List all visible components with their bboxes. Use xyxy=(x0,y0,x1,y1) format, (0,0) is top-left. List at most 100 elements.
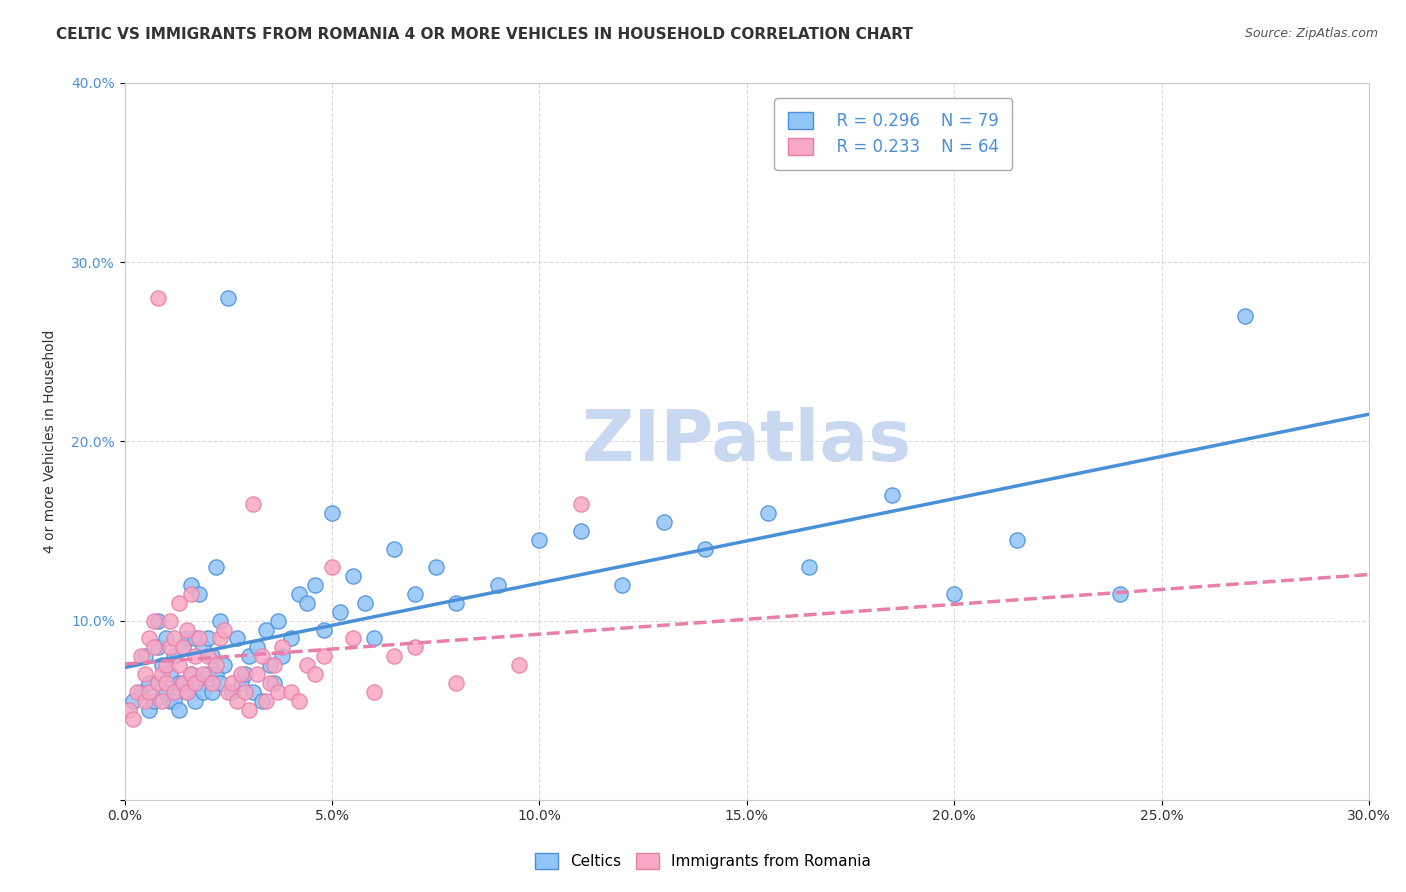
Point xyxy=(217,685,239,699)
Point xyxy=(342,568,364,582)
Point xyxy=(205,658,228,673)
Point xyxy=(129,685,152,699)
Point xyxy=(271,649,294,664)
Legend:   R = 0.296    N = 79,   R = 0.233    N = 64: R = 0.296 N = 79, R = 0.233 N = 64 xyxy=(775,98,1012,169)
Point xyxy=(163,632,186,646)
Point xyxy=(159,640,181,655)
Point xyxy=(163,694,186,708)
Point xyxy=(167,703,190,717)
Point xyxy=(404,640,426,655)
Point xyxy=(208,632,231,646)
Point xyxy=(238,703,260,717)
Point xyxy=(321,559,343,574)
Point xyxy=(122,694,145,708)
Point xyxy=(197,649,219,664)
Text: CELTIC VS IMMIGRANTS FROM ROMANIA 4 OR MORE VEHICLES IN HOUSEHOLD CORRELATION CH: CELTIC VS IMMIGRANTS FROM ROMANIA 4 OR M… xyxy=(56,27,912,42)
Point xyxy=(1109,587,1132,601)
Point xyxy=(288,694,311,708)
Point xyxy=(188,632,211,646)
Point xyxy=(150,658,173,673)
Point xyxy=(363,632,385,646)
Point xyxy=(163,649,186,664)
Point xyxy=(184,632,207,646)
Point xyxy=(304,578,326,592)
Point xyxy=(167,658,190,673)
Point xyxy=(221,676,243,690)
Point xyxy=(382,541,405,556)
Point xyxy=(155,632,177,646)
Point xyxy=(295,658,318,673)
Point xyxy=(404,587,426,601)
Point xyxy=(254,623,277,637)
Point xyxy=(242,685,264,699)
Point xyxy=(212,623,235,637)
Point xyxy=(446,596,468,610)
Point xyxy=(486,578,509,592)
Point xyxy=(425,559,447,574)
Point xyxy=(217,291,239,305)
Point xyxy=(267,685,290,699)
Point xyxy=(312,649,335,664)
Point xyxy=(150,694,173,708)
Point xyxy=(242,497,264,511)
Point xyxy=(569,497,592,511)
Text: Source: ZipAtlas.com: Source: ZipAtlas.com xyxy=(1244,27,1378,40)
Point xyxy=(129,649,152,664)
Point xyxy=(138,632,160,646)
Point xyxy=(134,667,156,681)
Point xyxy=(180,667,202,681)
Point xyxy=(146,291,169,305)
Point xyxy=(233,667,256,681)
Text: ZIPatlas: ZIPatlas xyxy=(582,407,912,475)
Point xyxy=(756,506,779,520)
Point xyxy=(172,676,194,690)
Point xyxy=(250,649,273,664)
Legend: Celtics, Immigrants from Romania: Celtics, Immigrants from Romania xyxy=(529,847,877,875)
Point xyxy=(263,658,285,673)
Point xyxy=(208,614,231,628)
Point xyxy=(188,676,211,690)
Point xyxy=(342,632,364,646)
Y-axis label: 4 or more Vehicles in Household: 4 or more Vehicles in Household xyxy=(44,330,58,553)
Point xyxy=(172,640,194,655)
Point xyxy=(167,596,190,610)
Point xyxy=(155,676,177,690)
Point xyxy=(354,596,377,610)
Point xyxy=(142,614,165,628)
Point xyxy=(176,632,198,646)
Point xyxy=(184,649,207,664)
Point xyxy=(229,676,252,690)
Point xyxy=(612,578,634,592)
Point xyxy=(155,685,177,699)
Point xyxy=(508,658,530,673)
Point xyxy=(142,640,165,655)
Point xyxy=(201,685,224,699)
Point xyxy=(193,685,215,699)
Point xyxy=(205,559,228,574)
Point xyxy=(142,694,165,708)
Point xyxy=(118,703,141,717)
Point xyxy=(246,640,269,655)
Point xyxy=(172,640,194,655)
Point xyxy=(159,667,181,681)
Point xyxy=(529,533,551,547)
Point xyxy=(288,587,311,601)
Point xyxy=(254,694,277,708)
Point xyxy=(280,632,302,646)
Point xyxy=(943,587,966,601)
Point xyxy=(197,667,219,681)
Point xyxy=(197,632,219,646)
Point xyxy=(176,685,198,699)
Point xyxy=(880,488,903,502)
Point xyxy=(176,685,198,699)
Point xyxy=(259,676,281,690)
Point xyxy=(695,541,717,556)
Point xyxy=(250,694,273,708)
Point xyxy=(188,587,211,601)
Point xyxy=(280,685,302,699)
Point xyxy=(159,694,181,708)
Point xyxy=(225,694,247,708)
Point xyxy=(159,614,181,628)
Point xyxy=(201,676,224,690)
Point xyxy=(271,640,294,655)
